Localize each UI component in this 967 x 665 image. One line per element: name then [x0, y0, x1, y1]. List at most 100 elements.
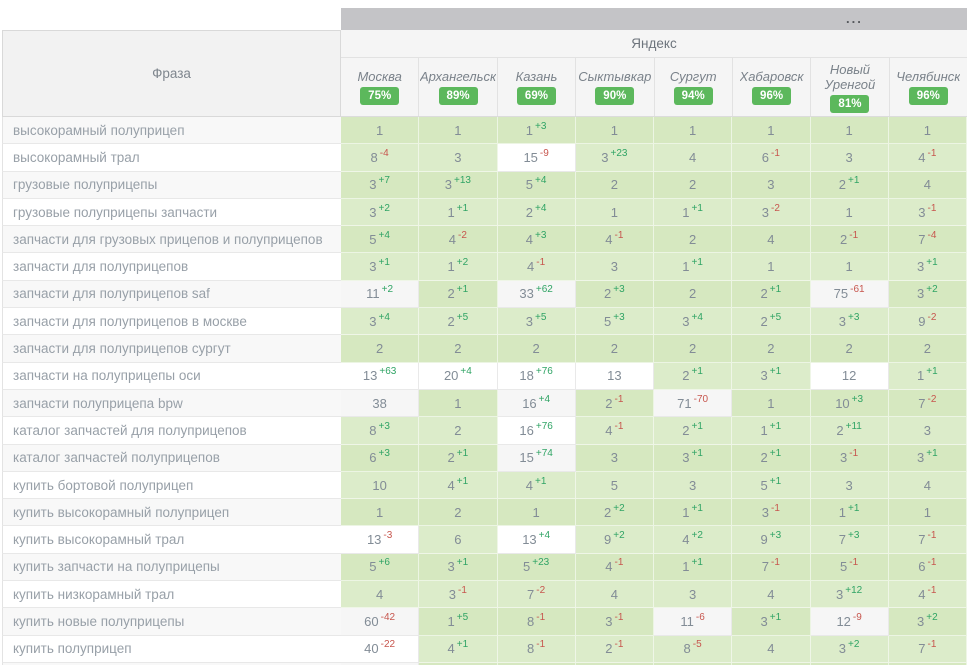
position-cell[interactable]: 8 +3 [341, 417, 420, 445]
phrase-cell[interactable]: запчасти для полуприцепов saf [2, 280, 341, 309]
position-cell[interactable]: 11 -6 [654, 608, 733, 636]
position-cell[interactable]: 3 [888, 417, 967, 445]
position-cell[interactable]: 1 [497, 499, 576, 527]
position-cell[interactable]: 2 +5 [419, 308, 498, 336]
position-cell[interactable]: 33 +62 [497, 280, 576, 309]
position-cell[interactable]: 71 -70 [654, 389, 733, 418]
position-cell[interactable]: 1 +2 [419, 253, 498, 281]
position-cell[interactable]: 2 -1 [810, 226, 889, 254]
phrase-cell[interactable]: купить новые полуприцепы [2, 608, 341, 636]
phrase-cell[interactable]: купить высокорамный трал [2, 526, 341, 554]
position-cell[interactable]: 3 +3 [810, 308, 889, 336]
phrase-cell[interactable]: запчасти на полуприцепы оси [2, 362, 341, 390]
position-cell[interactable]: 13 [575, 362, 654, 390]
position-cell[interactable]: 75 -61 [810, 280, 889, 309]
position-cell[interactable]: 1 +1 [732, 417, 811, 445]
position-cell[interactable]: 7 -2 [888, 389, 967, 418]
position-cell[interactable]: 7 -1 [732, 553, 811, 582]
column-header-region[interactable]: Сыктывкар 90% [576, 58, 655, 116]
position-cell[interactable]: 1 +1 [810, 499, 889, 527]
position-cell[interactable]: 1 +3 [497, 117, 576, 145]
position-cell[interactable]: 10 +3 [810, 389, 889, 418]
phrase-cell[interactable]: запчасти для грузовых прицепов и полупри… [2, 226, 341, 254]
position-cell[interactable]: 4 [888, 171, 967, 199]
position-cell[interactable]: 1 [888, 117, 967, 145]
phrase-cell[interactable]: купить высокорамный полуприцеп [2, 499, 341, 527]
phrase-cell[interactable]: купить запчасти на полуприцепы [2, 553, 341, 582]
position-cell[interactable]: 9 +3 [732, 526, 811, 554]
position-cell[interactable]: 3 +13 [419, 171, 498, 199]
position-cell[interactable]: 1 +1 [419, 198, 498, 227]
position-cell[interactable]: 2 -1 [575, 635, 654, 663]
position-cell[interactable]: 15 +74 [497, 444, 576, 472]
position-cell[interactable]: 40 -22 [341, 635, 420, 663]
position-cell[interactable]: 1 [810, 253, 889, 281]
phrase-cell[interactable]: высокорамный полуприцеп [2, 117, 341, 145]
position-cell[interactable]: 9 +2 [575, 526, 654, 554]
position-cell[interactable]: 2 +3 [575, 280, 654, 309]
position-cell[interactable]: 4 +1 [419, 471, 498, 500]
phrase-cell[interactable]: грузовые полуприцепы [2, 171, 341, 199]
position-cell[interactable]: 4 [575, 581, 654, 609]
position-cell[interactable]: 2 [888, 335, 967, 363]
position-cell[interactable]: 4 [732, 635, 811, 663]
position-cell[interactable]: 18 +76 [497, 362, 576, 390]
position-cell[interactable]: 3 [810, 471, 889, 500]
position-cell[interactable]: 1 [732, 389, 811, 418]
phrase-cell[interactable]: запчасти для полуприцепов [2, 253, 341, 281]
position-cell[interactable]: 2 +1 [810, 171, 889, 199]
position-cell[interactable]: 2 [654, 335, 733, 363]
column-header-region[interactable]: Челябинск 96% [890, 58, 967, 116]
position-cell[interactable]: 1 +1 [654, 553, 733, 582]
position-cell[interactable]: 7 +3 [810, 526, 889, 554]
position-cell[interactable]: 2 +1 [654, 417, 733, 445]
position-cell[interactable]: 6 -1 [732, 144, 811, 172]
position-cell[interactable]: 20 +4 [419, 362, 498, 390]
column-header-region[interactable]: Сургут 94% [655, 58, 733, 116]
position-cell[interactable]: 13 -3 [341, 526, 420, 554]
position-cell[interactable]: 3 +2 [341, 198, 420, 227]
position-cell[interactable]: 1 [810, 198, 889, 227]
position-cell[interactable]: 5 +1 [732, 471, 811, 500]
position-cell[interactable]: 15 -9 [497, 144, 576, 172]
position-cell[interactable]: 2 -1 [575, 389, 654, 418]
position-cell[interactable]: 3 +1 [732, 608, 811, 636]
position-cell[interactable]: 4 -1 [575, 553, 654, 582]
position-cell[interactable]: 3 [575, 444, 654, 472]
column-header-region[interactable]: Архангельск 89% [419, 58, 498, 116]
position-cell[interactable]: 3 [810, 144, 889, 172]
position-cell[interactable]: 16 +4 [497, 389, 576, 418]
phrase-cell[interactable]: грузовые полуприцепы запчасти [2, 198, 341, 227]
position-cell[interactable]: 2 [419, 335, 498, 363]
position-cell[interactable]: 4 -1 [497, 253, 576, 281]
position-cell[interactable]: 3 +7 [341, 171, 420, 199]
position-cell[interactable]: 4 -1 [888, 581, 967, 609]
position-cell[interactable]: 4 -1 [575, 226, 654, 254]
position-cell[interactable]: 12 [810, 362, 889, 390]
position-cell[interactable]: 5 +6 [341, 553, 420, 582]
position-cell[interactable]: 5 +3 [575, 308, 654, 336]
position-cell[interactable]: 1 [341, 117, 420, 145]
position-cell[interactable]: 1 +1 [654, 499, 733, 527]
phrase-cell[interactable]: купить низкорамный трал [2, 581, 341, 609]
position-cell[interactable]: 2 +2 [575, 499, 654, 527]
position-cell[interactable]: 1 [810, 117, 889, 145]
phrase-cell[interactable]: купить полуприцеп [2, 635, 341, 663]
position-cell[interactable]: 1 [419, 117, 498, 145]
position-cell[interactable]: 3 [732, 171, 811, 199]
position-cell[interactable]: 5 +23 [497, 553, 576, 582]
position-cell[interactable]: 3 +1 [419, 553, 498, 582]
position-cell[interactable]: 1 +1 [654, 198, 733, 227]
overflow-menu-icon[interactable]: ... [846, 11, 863, 26]
position-cell[interactable]: 2 [810, 335, 889, 363]
position-cell[interactable]: 3 +1 [654, 444, 733, 472]
position-cell[interactable]: 2 [732, 335, 811, 363]
position-cell[interactable]: 2 +1 [419, 444, 498, 472]
position-cell[interactable]: 1 [888, 499, 967, 527]
position-cell[interactable]: 4 -1 [575, 417, 654, 445]
position-cell[interactable]: 1 [341, 499, 420, 527]
position-cell[interactable]: 2 [654, 226, 733, 254]
column-header-region[interactable]: Казань 69% [498, 58, 577, 116]
position-cell[interactable]: 3 [654, 471, 733, 500]
position-cell[interactable]: 3 -1 [888, 198, 967, 227]
